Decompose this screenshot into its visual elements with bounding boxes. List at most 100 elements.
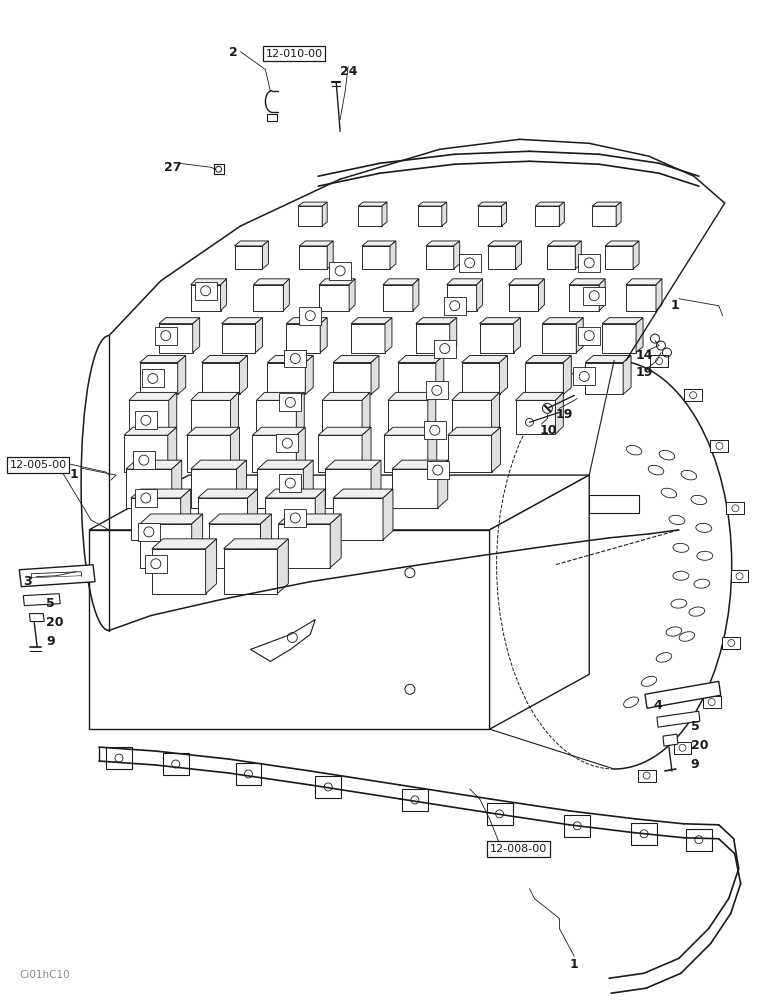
Polygon shape	[547, 241, 581, 246]
Polygon shape	[416, 324, 450, 353]
Text: 1: 1	[569, 958, 578, 971]
Polygon shape	[284, 350, 306, 367]
Polygon shape	[427, 461, 448, 479]
Polygon shape	[515, 400, 556, 434]
Polygon shape	[140, 363, 178, 394]
Polygon shape	[428, 427, 437, 472]
Polygon shape	[159, 318, 200, 324]
Polygon shape	[462, 363, 499, 394]
Polygon shape	[573, 367, 595, 385]
Text: 24: 24	[340, 65, 358, 78]
Polygon shape	[329, 262, 351, 280]
Polygon shape	[222, 324, 255, 353]
Polygon shape	[214, 164, 223, 174]
Polygon shape	[645, 681, 720, 708]
Text: 5: 5	[691, 720, 700, 733]
Polygon shape	[320, 318, 328, 353]
Polygon shape	[198, 489, 258, 498]
Polygon shape	[89, 530, 489, 729]
Polygon shape	[299, 307, 321, 325]
Polygon shape	[191, 400, 230, 434]
Polygon shape	[333, 489, 393, 498]
Polygon shape	[418, 202, 447, 206]
Polygon shape	[599, 279, 605, 311]
Polygon shape	[298, 206, 322, 226]
Text: 14: 14	[635, 349, 653, 362]
Text: 9: 9	[46, 635, 55, 648]
Bar	[684, 389, 702, 401]
Polygon shape	[265, 489, 325, 498]
Polygon shape	[514, 318, 521, 353]
Polygon shape	[499, 356, 508, 394]
Polygon shape	[515, 392, 563, 400]
Polygon shape	[602, 324, 636, 353]
Polygon shape	[502, 202, 506, 226]
Polygon shape	[222, 318, 262, 324]
Polygon shape	[256, 400, 296, 434]
Polygon shape	[547, 246, 575, 269]
Polygon shape	[129, 392, 177, 400]
Polygon shape	[254, 279, 290, 285]
Polygon shape	[388, 400, 428, 434]
Polygon shape	[318, 427, 371, 435]
Polygon shape	[663, 734, 678, 746]
Text: 20: 20	[46, 616, 64, 629]
Polygon shape	[296, 427, 306, 472]
Polygon shape	[626, 279, 662, 285]
Polygon shape	[451, 400, 492, 434]
Polygon shape	[438, 460, 448, 508]
Polygon shape	[330, 514, 341, 568]
Polygon shape	[392, 469, 438, 508]
Polygon shape	[138, 523, 160, 541]
Polygon shape	[19, 565, 95, 587]
Polygon shape	[492, 392, 499, 434]
Polygon shape	[187, 435, 230, 472]
Polygon shape	[428, 392, 435, 434]
Polygon shape	[525, 356, 572, 363]
Polygon shape	[124, 427, 177, 435]
Polygon shape	[576, 318, 583, 353]
Polygon shape	[168, 427, 177, 472]
Polygon shape	[209, 524, 261, 568]
Bar	[727, 502, 744, 514]
Polygon shape	[258, 460, 313, 469]
Polygon shape	[191, 460, 246, 469]
Polygon shape	[195, 282, 217, 300]
Polygon shape	[254, 285, 283, 311]
Polygon shape	[284, 509, 306, 527]
Polygon shape	[488, 241, 521, 246]
Text: 12-005-00: 12-005-00	[9, 460, 66, 470]
Polygon shape	[287, 324, 320, 353]
Text: 19: 19	[556, 408, 573, 421]
Polygon shape	[416, 318, 457, 324]
Polygon shape	[169, 392, 177, 434]
Polygon shape	[578, 254, 600, 272]
Polygon shape	[220, 279, 226, 311]
Polygon shape	[392, 460, 448, 469]
Polygon shape	[277, 539, 288, 594]
Text: Ci01hC10: Ci01hC10	[19, 970, 70, 980]
Polygon shape	[351, 318, 392, 324]
Polygon shape	[538, 279, 544, 311]
Polygon shape	[135, 489, 157, 507]
Text: 3: 3	[24, 575, 32, 588]
Polygon shape	[413, 279, 419, 311]
Polygon shape	[451, 392, 499, 400]
Polygon shape	[191, 392, 239, 400]
Polygon shape	[592, 206, 616, 226]
Text: 12-008-00: 12-008-00	[489, 844, 547, 854]
Polygon shape	[201, 363, 239, 394]
Polygon shape	[459, 254, 480, 272]
Polygon shape	[255, 318, 262, 353]
Polygon shape	[126, 460, 182, 469]
Polygon shape	[287, 318, 328, 324]
Polygon shape	[280, 474, 301, 492]
Polygon shape	[178, 356, 185, 394]
Polygon shape	[616, 202, 621, 226]
Text: 20: 20	[691, 739, 708, 752]
Polygon shape	[298, 202, 328, 206]
Polygon shape	[191, 279, 226, 285]
Polygon shape	[477, 206, 502, 226]
Bar	[730, 570, 749, 582]
Polygon shape	[536, 206, 559, 226]
